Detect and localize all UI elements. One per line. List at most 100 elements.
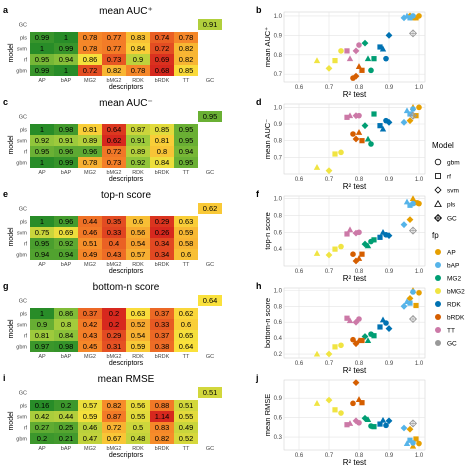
heatmap-cell: [30, 135, 54, 146]
col-label: TT: [183, 446, 190, 452]
y-tick-label: 0.4: [274, 247, 283, 253]
heatmap-cell-label: 0.29: [107, 331, 122, 340]
heatmap-cell: [102, 43, 126, 54]
heatmap-cell-label: 0.59: [83, 412, 98, 421]
heatmap-cell-label: 0.78: [131, 66, 146, 75]
scatter-ylabel: mean AUC⁻: [263, 119, 272, 159]
heatmap-cell: [150, 227, 174, 238]
scatter-point: [371, 333, 377, 339]
heatmap-cell-label: 0.9: [133, 55, 143, 64]
row-label: svm: [17, 231, 28, 237]
y-tick-label: 1.0: [274, 197, 283, 203]
heatmap-cell: [126, 238, 150, 249]
row-label: pls: [20, 404, 27, 410]
heatmap-ylabel: model: [8, 43, 15, 63]
scatter-point: [377, 324, 383, 330]
heatmap-cell: [54, 400, 78, 411]
heatmap-cell: [126, 411, 150, 422]
heatmap-cell: [54, 238, 78, 249]
heatmap-cell-label: 0.75: [35, 228, 50, 237]
heatmap-cell: [78, 157, 102, 168]
legend-model-label: rf: [447, 174, 451, 181]
legend-fp-marker: [435, 262, 441, 268]
scatter-point: [338, 342, 344, 349]
heatmap-cell-label: 0.58: [179, 239, 194, 248]
scatter-point: [332, 151, 338, 157]
heatmap-cell-label: 0.8: [61, 320, 71, 329]
heatmap-cell: [54, 249, 78, 260]
heatmap-cell-label: 0.68: [155, 66, 170, 75]
heatmap-cell: [102, 400, 126, 411]
x-tick-label: 0.7: [325, 269, 334, 275]
scatter-point: [325, 167, 333, 175]
scatter-point: [352, 318, 360, 326]
heatmap-cell: [174, 227, 198, 238]
legend-model-label: GC: [447, 216, 457, 223]
col-label: GC: [206, 354, 214, 360]
heatmap-cell-label: 0.64: [203, 296, 218, 305]
heatmap-cell: [126, 249, 150, 260]
scatter-point: [350, 131, 356, 137]
heatmap-cell-label: 0.45: [83, 342, 98, 351]
heatmap-cell-label: 0.83: [155, 423, 170, 432]
heatmap-cell: [78, 411, 102, 422]
scatter-xlabel: R² test: [343, 274, 367, 283]
heatmap-cell: [126, 227, 150, 238]
heatmap-cell-label: 0.57: [131, 250, 146, 259]
scatter-point: [413, 302, 419, 309]
legend-fp-label: bAP: [447, 263, 459, 270]
scatter-point: [356, 419, 362, 426]
legend-fp-marker: [435, 314, 441, 320]
scatter-point: [350, 75, 356, 81]
row-label: gbm: [16, 69, 27, 75]
heatmap-cell-label: 0.16: [35, 401, 50, 410]
heatmap-cell-label: 0.46: [83, 228, 98, 237]
heatmap-cell: [174, 422, 198, 433]
x-tick-label: 0.6: [295, 453, 304, 459]
heatmap-cell: [150, 54, 174, 65]
heatmap-cell-label: 0.52: [131, 320, 146, 329]
scatter-point: [346, 55, 354, 62]
scatter-point: [408, 314, 418, 324]
col-label: bRDK: [155, 170, 170, 176]
y-tick-label: 0.3: [274, 435, 283, 441]
heatmap-cell-label: 1: [40, 309, 44, 318]
heatmap-cell: [150, 341, 174, 352]
heatmap-xlabel: descriptors: [109, 452, 144, 459]
heatmap-cell-label: 0.92: [35, 136, 50, 145]
heatmap-cell-label: 0.2: [109, 320, 119, 329]
heatmap-cell: [102, 330, 126, 341]
heatmap-cell-label: 0.72: [107, 147, 122, 156]
x-tick-label: 0.9: [385, 361, 394, 367]
heatmap-cell: [78, 308, 102, 319]
heatmap-cell: [102, 135, 126, 146]
heatmap-cell: [174, 65, 198, 76]
y-tick-label: 0.8: [274, 304, 283, 310]
heatmap-cell-label: 0.69: [59, 228, 74, 237]
y-tick-label: 1.0: [274, 288, 283, 294]
scatter-point: [361, 39, 369, 47]
heatmap-cell: [54, 411, 78, 422]
scatter-point: [338, 410, 344, 416]
heatmap-cell-label: 0.96: [59, 217, 74, 226]
scatter-point: [356, 112, 362, 119]
heatmap-cell: [102, 124, 126, 135]
heatmap-cell-label: 0.84: [155, 158, 170, 167]
panel-letter: d: [256, 97, 262, 107]
y-tick-label: 0.8: [274, 139, 283, 145]
heatmap-cell-label: 0.95: [179, 158, 194, 167]
col-label: RDK: [132, 354, 144, 360]
col-label: bMG2: [107, 354, 122, 360]
col-label: RDK: [132, 170, 144, 176]
heatmap-cell: [30, 422, 54, 433]
scatter-point: [371, 56, 377, 62]
scatter-point: [416, 13, 422, 19]
legend-fp-label: AP: [447, 250, 456, 257]
scatter-xlabel: R² test: [343, 458, 367, 467]
heatmap-cell: [126, 135, 150, 146]
row-label: GC: [19, 299, 27, 305]
scatter-point: [371, 424, 377, 430]
heatmap-cell: [78, 32, 102, 43]
heatmap-cell: [78, 422, 102, 433]
